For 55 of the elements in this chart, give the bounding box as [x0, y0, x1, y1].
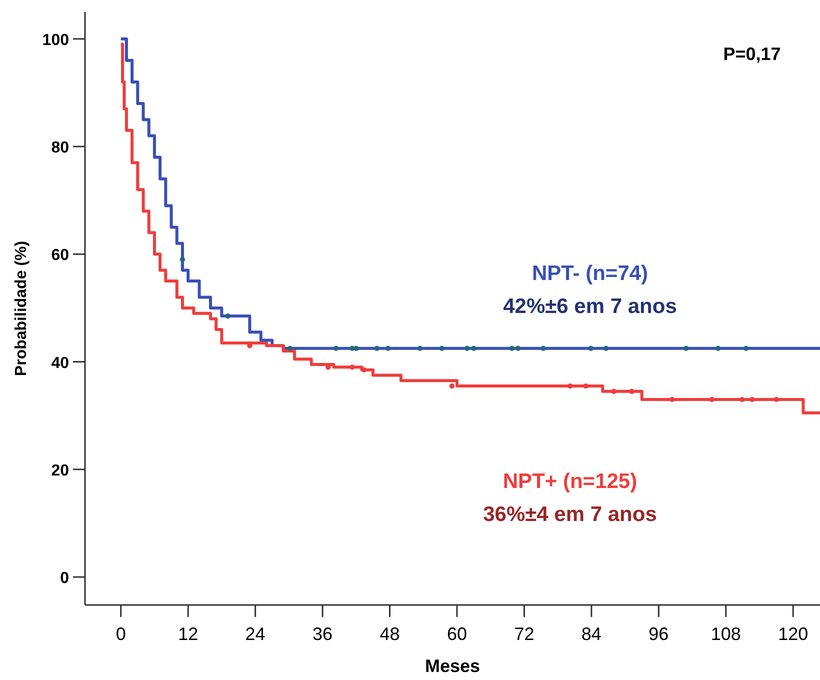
- x-tick-label: 36: [312, 624, 333, 644]
- x-tick-label: 60: [446, 624, 467, 644]
- point: [361, 367, 367, 372]
- point: [417, 346, 423, 351]
- y-tick-label: 0: [60, 570, 70, 588]
- point: [740, 396, 745, 402]
- point: [709, 396, 714, 402]
- point: [225, 313, 230, 319]
- y-tick-label: 80: [51, 140, 70, 157]
- x-tick-label: 0: [116, 624, 126, 644]
- point: [180, 256, 186, 262]
- point: [350, 364, 355, 370]
- point: [439, 346, 444, 351]
- point: [684, 346, 689, 351]
- y-tick-label: 20: [51, 462, 70, 480]
- x-tick-label: 96: [648, 624, 669, 644]
- point: [471, 346, 476, 351]
- point: [287, 346, 293, 351]
- point: [743, 346, 749, 351]
- y-axis-title: Probabilidade (%): [13, 240, 30, 376]
- point: [715, 346, 721, 351]
- point: [568, 383, 573, 389]
- x-tick-label: 108: [710, 624, 741, 644]
- point: [603, 346, 609, 351]
- annotation: 42%±6 em 7 anos: [503, 295, 677, 318]
- y-tick-label: 60: [51, 247, 70, 264]
- x-axis-title: Meses: [424, 656, 480, 676]
- y-tick-label: 40: [51, 354, 70, 372]
- point: [540, 346, 546, 351]
- point: [354, 346, 359, 351]
- point: [449, 383, 455, 389]
- text: NPT+ (n=125): [502, 470, 638, 493]
- point: [583, 383, 588, 389]
- point: [611, 388, 616, 394]
- point: [333, 346, 339, 351]
- x-tick-label: 24: [245, 624, 266, 644]
- point: [515, 346, 521, 351]
- x-tick-label: 72: [514, 624, 534, 644]
- point: [509, 346, 514, 351]
- point: [629, 388, 634, 394]
- annotation: P=0,17: [723, 44, 781, 64]
- x-tick-label: 12: [178, 624, 198, 644]
- point: [385, 346, 391, 351]
- point: [670, 396, 675, 402]
- point: [464, 346, 470, 351]
- x-tick-label: 48: [380, 624, 400, 644]
- point: [374, 346, 380, 351]
- annotation: 36%±4 em 7 anos: [483, 503, 657, 526]
- text: NPT- (n=74): [532, 262, 648, 285]
- point: [774, 396, 779, 402]
- point: [588, 346, 594, 351]
- y-tick-label: 100: [42, 32, 70, 49]
- x-tick-label: 120: [778, 624, 808, 644]
- point: [750, 396, 755, 402]
- x-tick-label: 84: [581, 624, 602, 644]
